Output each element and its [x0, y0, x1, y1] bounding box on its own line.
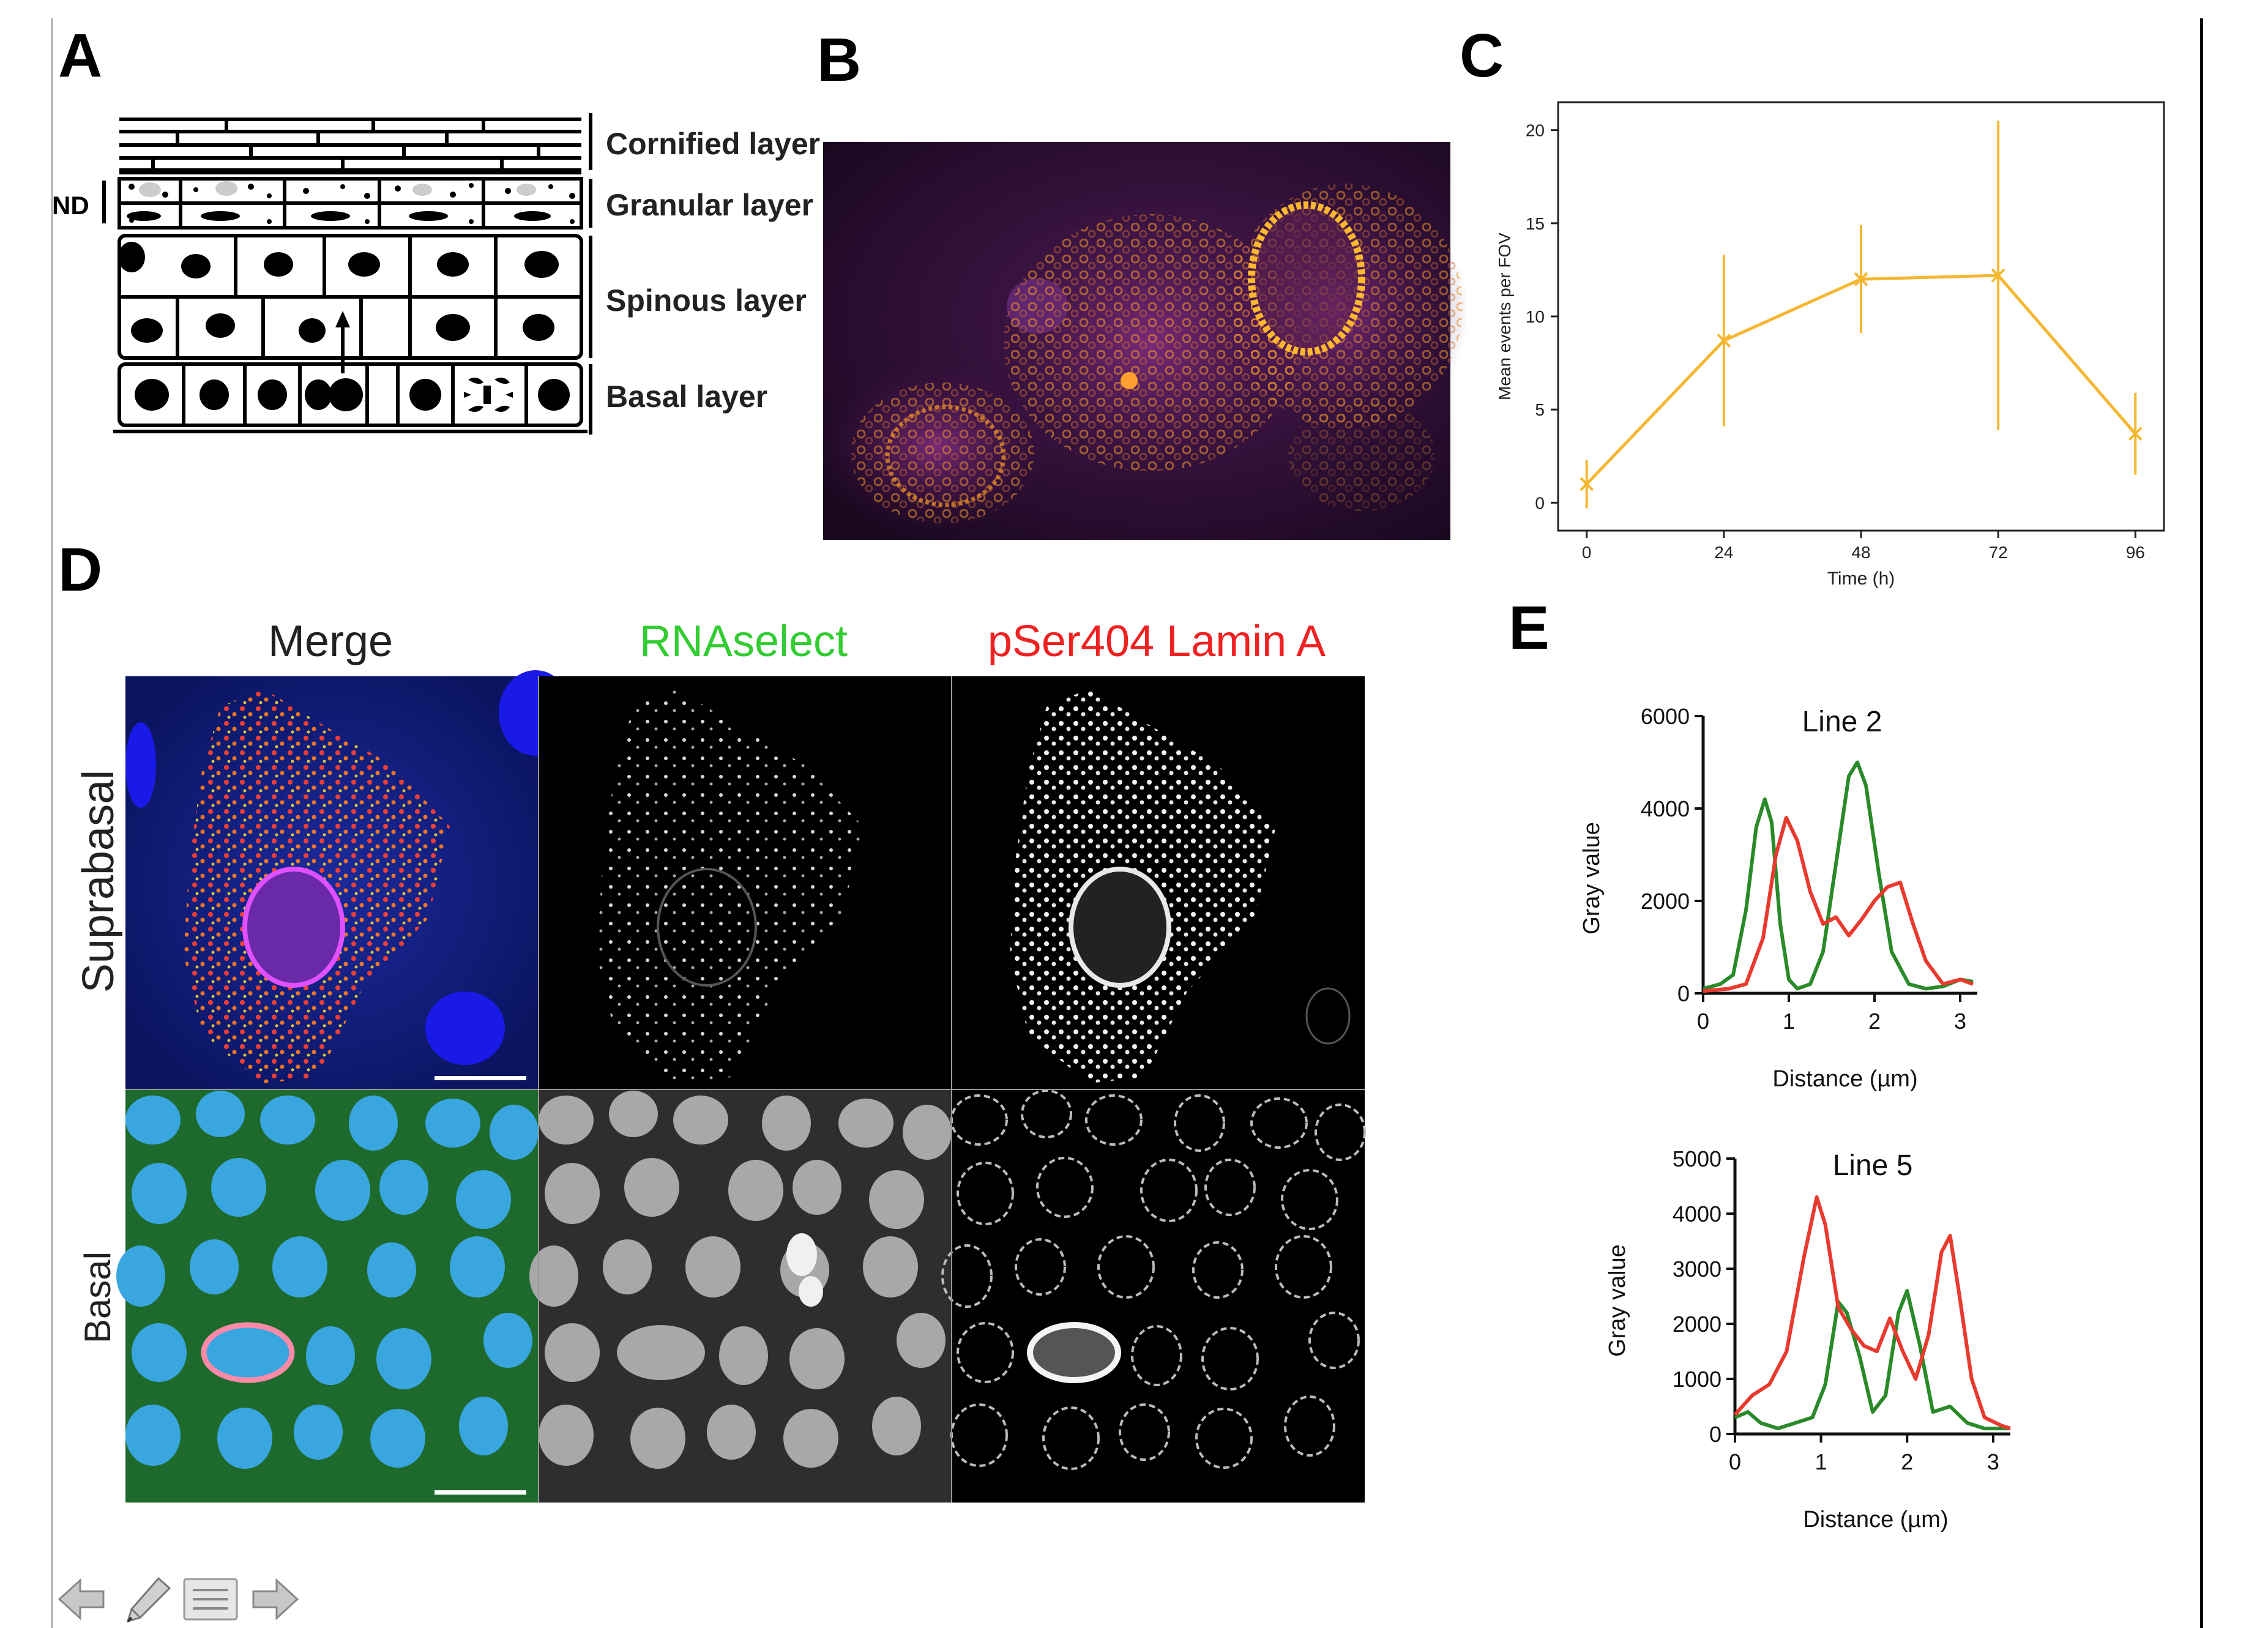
series-line-rnaselect — [1734, 1289, 2010, 1430]
data-point — [1854, 272, 1868, 286]
x-tick-label: 2 — [1868, 1009, 1881, 1034]
chart-line5-series — [1733, 1195, 2011, 1430]
column-label-rnaselect: RNAselect — [640, 617, 848, 666]
image-basal-rnaselect — [529, 1089, 952, 1503]
granular-layer-drawing — [118, 177, 583, 230]
y-tick-label: 20 — [1526, 121, 1545, 140]
x-tick-label: 24 — [1714, 543, 1733, 562]
scale-bar — [435, 1490, 526, 1495]
y-tick-label: 6000 — [1641, 704, 1690, 729]
x-tick-label: 0 — [1697, 1009, 1709, 1034]
image-suprabasal-lamin — [952, 676, 1365, 1089]
y-tick-label: 4000 — [1641, 796, 1690, 821]
layer-label-cornified: Cornified layer — [606, 127, 820, 161]
row-label-basal: Basal — [77, 1252, 118, 1343]
nav-forward-button[interactable] — [248, 1574, 303, 1624]
cornified-layer-drawing — [119, 118, 581, 174]
chart-c-y-ticks: 0 5 10 15 20 — [1526, 121, 1558, 512]
chart-c-error-bars — [1585, 121, 2137, 509]
spinous-layer-drawing — [118, 234, 583, 360]
x-tick-label: 48 — [1851, 543, 1870, 562]
chart-c-x-ticks: 0 24 48 72 96 — [1582, 531, 2145, 562]
x-tick-label: 96 — [2126, 543, 2145, 562]
arrow-right-icon — [252, 1578, 299, 1621]
column-label-pser404-lamin-a: pSer404 Lamin A — [988, 617, 1326, 666]
list-icon — [183, 1578, 238, 1621]
image-suprabasal-merge — [125, 670, 572, 1089]
y-tick-label: 15 — [1526, 214, 1545, 233]
data-point — [1991, 268, 2005, 283]
nav-annotate-button[interactable] — [121, 1574, 176, 1624]
panel-a-diagram — [102, 113, 592, 435]
series-line-rnaselect — [1703, 760, 1974, 991]
y-tick-label: 5000 — [1673, 1146, 1722, 1171]
y-tick-label: 2000 — [1673, 1312, 1722, 1337]
layer-label-basal: Basal layer — [606, 379, 767, 414]
chart-line5-title: Line 5 — [1833, 1149, 1913, 1182]
mitotic-figure-icon — [464, 377, 513, 413]
pencil-icon — [126, 1577, 171, 1623]
data-point — [1717, 334, 1731, 348]
chart-line2-axes: 0 2000 4000 6000 0 1 2 3 — [1641, 704, 1977, 1034]
chart-line5-axes: 0 1000 2000 3000 4000 5000 0 1 2 3 — [1673, 1146, 2010, 1474]
x-tick-label: 3 — [1954, 1009, 1966, 1034]
y-tick-label: 2000 — [1641, 889, 1690, 914]
data-point — [2128, 427, 2143, 441]
panel-c-chart: 0 5 10 15 20 0 24 48 72 96 Time (h) Mean events … — [1495, 101, 2165, 589]
image-basal-lamin — [941, 1089, 1366, 1503]
x-tick-label: 1 — [1783, 1009, 1795, 1034]
series-line-pser404-lamin-a — [1733, 1195, 2011, 1430]
x-tick-label: 3 — [1987, 1449, 1999, 1474]
chart-line2-ylabel: Gray value — [1579, 822, 1605, 935]
panel-e-chart-line5: Line 5 0 1000 2000 3000 4000 5000 0 1 2 3 Distanc… — [1605, 1146, 2011, 1533]
arrow-left-icon — [58, 1578, 105, 1621]
panel-label-e: E — [1509, 594, 1550, 662]
layer-label-granular: Granular layer — [606, 188, 813, 222]
series-line-pser404-lamin-a — [1703, 816, 1974, 993]
row-label-suprabasal: Suprabasal — [74, 770, 123, 993]
x-tick-label: 0 — [1582, 543, 1592, 562]
chart-c-xlabel: Time (h) — [1827, 569, 1895, 589]
chart-line2-series — [1703, 760, 1974, 993]
left-border — [51, 18, 53, 1628]
scale-bar — [435, 1076, 526, 1080]
y-tick-label: 0 — [1535, 493, 1545, 512]
panel-label-d: D — [58, 536, 102, 604]
panel-d-grid: Merge RNAselect pSer404 Lamin A Suprabas… — [74, 617, 1366, 1503]
column-label-merge: Merge — [268, 617, 393, 666]
y-tick-label: 0 — [1709, 1422, 1722, 1447]
panel-label-b: B — [817, 26, 861, 94]
x-tick-label: 1 — [1815, 1449, 1827, 1474]
chart-line2-title: Line 2 — [1802, 706, 1882, 738]
panel-e-chart-line2: Line 2 0 2000 4000 6000 0 1 2 3 Distance (µm) G… — [1579, 704, 1977, 1092]
data-point — [1580, 477, 1594, 491]
right-border — [2200, 18, 2203, 1628]
layer-label-spinous: Spinous layer — [606, 283, 807, 318]
differentiation-arrow-icon — [335, 311, 350, 373]
panel-label-c: C — [1460, 21, 1504, 90]
image-suprabasal-rnaselect — [539, 676, 952, 1089]
chart-line5-ylabel: Gray value — [1605, 1244, 1630, 1357]
image-basal-merge — [116, 1089, 539, 1503]
x-tick-label: 72 — [1989, 543, 2008, 562]
y-tick-label: 1000 — [1673, 1367, 1722, 1392]
chart-c-ylabel: Mean events per FOV — [1495, 233, 1514, 400]
y-tick-label: 3000 — [1673, 1256, 1722, 1282]
x-tick-label: 2 — [1901, 1449, 1913, 1474]
y-tick-label: 10 — [1526, 307, 1545, 326]
y-tick-label: 4000 — [1673, 1201, 1722, 1227]
y-tick-label: 0 — [1677, 981, 1690, 1006]
panel-label-a: A — [58, 21, 102, 90]
chart-line5-xlabel: Distance (µm) — [1803, 1507, 1948, 1533]
basal-layer-drawing — [113, 362, 588, 433]
chart-line2-xlabel: Distance (µm) — [1772, 1066, 1917, 1092]
nav-back-button[interactable] — [54, 1574, 109, 1624]
figure: A B C D E — [52, 21, 2165, 1533]
y-tick-label: 5 — [1535, 400, 1545, 419]
x-tick-label: 0 — [1729, 1449, 1741, 1474]
panel-b-micrograph — [820, 142, 1469, 540]
nd-label: ND — [52, 191, 89, 220]
nav-menu-button[interactable] — [181, 1574, 240, 1624]
chart-c-points — [1580, 268, 2143, 491]
